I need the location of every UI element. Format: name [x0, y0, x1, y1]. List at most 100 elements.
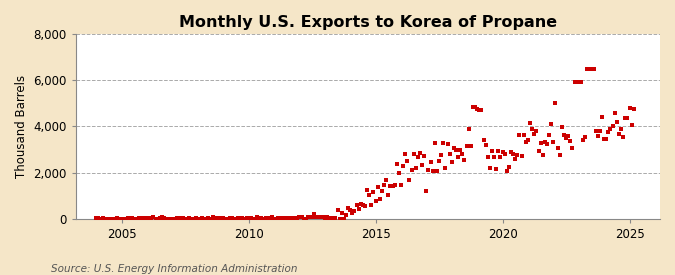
Point: [358, 202, 369, 207]
Text: Source: U.S. Energy Information Administration: Source: U.S. Energy Information Administ…: [51, 264, 297, 274]
Point: [529, 131, 540, 136]
Point: [535, 141, 546, 145]
Point: [573, 80, 584, 85]
Point: [612, 120, 622, 124]
Point: [419, 154, 430, 158]
Point: [228, 216, 239, 221]
Point: [541, 141, 552, 146]
Point: [571, 80, 582, 85]
Point: [184, 216, 195, 221]
Point: [323, 216, 334, 221]
Point: [565, 139, 576, 143]
Point: [192, 216, 203, 221]
Point: [524, 120, 535, 125]
Point: [569, 80, 580, 85]
Point: [618, 135, 628, 139]
Point: [302, 215, 313, 220]
Point: [207, 215, 218, 219]
Point: [252, 215, 263, 220]
Point: [433, 159, 444, 163]
Point: [267, 215, 277, 219]
Point: [483, 155, 493, 159]
Point: [586, 66, 597, 71]
Point: [626, 122, 637, 127]
Point: [258, 216, 269, 221]
Point: [347, 211, 358, 215]
Point: [438, 140, 449, 145]
Point: [624, 106, 635, 110]
Point: [425, 160, 436, 164]
Point: [271, 216, 281, 221]
Point: [622, 116, 632, 120]
Point: [370, 199, 381, 203]
Point: [442, 142, 453, 146]
Point: [332, 207, 343, 212]
Point: [135, 216, 146, 221]
Point: [260, 216, 271, 221]
Point: [97, 216, 108, 220]
Point: [614, 132, 624, 137]
Point: [218, 216, 229, 221]
Point: [476, 108, 487, 112]
Point: [273, 216, 284, 221]
Point: [355, 202, 366, 206]
Point: [319, 216, 330, 221]
Point: [416, 163, 427, 167]
Point: [360, 204, 371, 208]
Point: [250, 216, 261, 221]
Point: [590, 129, 601, 133]
Point: [226, 216, 237, 220]
Point: [205, 216, 216, 221]
Point: [444, 152, 455, 156]
Title: Monthly U.S. Exports to Korea of Propane: Monthly U.S. Exports to Korea of Propane: [179, 15, 557, 30]
Point: [281, 216, 292, 221]
Point: [514, 133, 525, 138]
Point: [427, 168, 438, 173]
Point: [304, 215, 315, 220]
Point: [263, 216, 273, 220]
Point: [153, 216, 163, 221]
Point: [167, 216, 178, 221]
Point: [423, 167, 434, 172]
Point: [129, 216, 140, 221]
Point: [201, 216, 212, 221]
Point: [375, 196, 385, 201]
Point: [155, 216, 165, 221]
Point: [277, 216, 288, 220]
Point: [500, 152, 510, 156]
Point: [300, 216, 311, 221]
Point: [463, 126, 474, 131]
Point: [211, 216, 222, 221]
Point: [593, 134, 603, 139]
Point: [459, 158, 470, 162]
Point: [608, 124, 618, 128]
Point: [286, 216, 296, 220]
Point: [321, 215, 332, 219]
Point: [436, 153, 447, 158]
Point: [144, 216, 155, 221]
Point: [373, 185, 383, 189]
Point: [584, 66, 595, 71]
Point: [353, 206, 364, 211]
Point: [91, 216, 102, 220]
Point: [173, 216, 184, 221]
Point: [506, 150, 516, 155]
Point: [616, 126, 626, 131]
Point: [209, 216, 220, 220]
Point: [349, 209, 360, 213]
Point: [550, 100, 561, 105]
Point: [254, 216, 265, 221]
Point: [103, 216, 114, 221]
Point: [213, 216, 224, 220]
Point: [112, 216, 123, 221]
Point: [93, 216, 104, 221]
Point: [315, 215, 326, 219]
Point: [539, 140, 550, 145]
Point: [125, 216, 136, 221]
Point: [351, 203, 362, 207]
Point: [241, 216, 252, 221]
Point: [279, 216, 290, 221]
Point: [169, 216, 180, 221]
Point: [203, 216, 214, 220]
Point: [311, 215, 322, 219]
